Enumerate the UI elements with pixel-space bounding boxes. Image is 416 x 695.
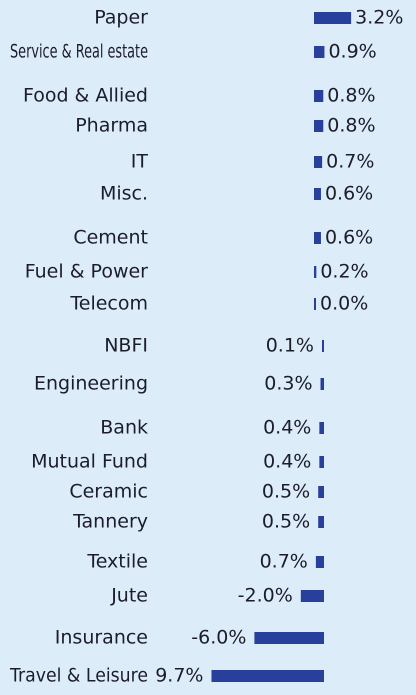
value-label: 0.6% xyxy=(325,227,373,249)
category-label: Telecom xyxy=(69,293,148,315)
bar xyxy=(314,188,321,200)
value-label: 0.8% xyxy=(327,115,375,137)
value-label: 0.1% xyxy=(266,335,314,357)
category-label: Paper xyxy=(94,7,148,29)
bar xyxy=(314,266,317,278)
bar xyxy=(314,90,324,102)
bar xyxy=(314,120,324,132)
value-label: 0.7% xyxy=(326,151,374,173)
category-label: Bank xyxy=(100,417,148,439)
bar xyxy=(319,456,324,468)
value-label: 9.7% xyxy=(155,665,203,687)
value-label: 0.7% xyxy=(260,551,308,573)
category-label: Tannery xyxy=(72,511,148,533)
category-label: Fuel & Power xyxy=(25,261,148,283)
value-label: 0.0% xyxy=(320,293,368,315)
category-label: NBFI xyxy=(104,335,148,357)
value-label: 0.2% xyxy=(320,261,368,283)
bar xyxy=(319,422,324,434)
value-label: 0.5% xyxy=(262,481,310,503)
bar xyxy=(211,670,324,682)
value-label: -6.0% xyxy=(191,627,246,649)
category-label: Misc. xyxy=(100,183,148,205)
bar xyxy=(318,486,324,498)
value-label: 0.4% xyxy=(263,451,311,473)
bar xyxy=(314,298,316,310)
category-label: Cement xyxy=(73,227,148,249)
value-label: 0.3% xyxy=(264,373,312,395)
bar xyxy=(314,12,352,24)
category-label: Pharma xyxy=(75,115,148,137)
category-label: Ceramic xyxy=(69,481,148,503)
bar xyxy=(314,156,323,168)
category-label: Food & Allied xyxy=(23,85,148,107)
category-label: Insurance xyxy=(55,627,148,649)
value-label: 3.2% xyxy=(355,7,403,29)
category-label: IT xyxy=(131,151,149,173)
category-label: Jute xyxy=(110,585,148,607)
bar xyxy=(254,632,324,644)
bar xyxy=(314,46,325,58)
category-label: Mutual Fund xyxy=(31,451,148,473)
bar xyxy=(315,556,324,568)
category-label: Engineering xyxy=(34,373,148,395)
bar xyxy=(314,232,321,244)
bar xyxy=(318,516,324,528)
category-label: Textile xyxy=(86,551,148,573)
category-label: Travel & Leisure xyxy=(9,665,148,687)
value-label: -2.0% xyxy=(238,585,293,607)
bar xyxy=(322,340,324,352)
value-label: 0.4% xyxy=(263,417,311,439)
category-label: Service & Real estate xyxy=(10,41,148,63)
value-label: 0.9% xyxy=(328,41,376,63)
bar xyxy=(320,378,324,390)
value-label: 0.5% xyxy=(262,511,310,533)
bar xyxy=(300,590,324,602)
value-label: 0.6% xyxy=(325,183,373,205)
value-label: 0.8% xyxy=(327,85,375,107)
